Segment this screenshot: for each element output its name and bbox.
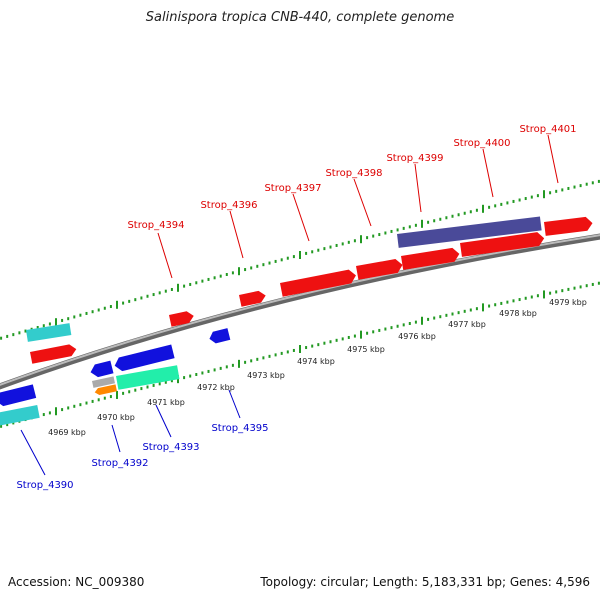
outer-tick-track — [0, 179, 600, 340]
feature-strop-4395[interactable] — [208, 328, 231, 344]
accession-text: Accession: NC_009380 — [8, 575, 145, 589]
feature-strop-4399[interactable] — [401, 247, 460, 270]
kbp-label: 4979 kbp — [549, 298, 587, 307]
label-strop-4395[interactable]: Strop_4395 — [211, 423, 268, 434]
kbp-label: 4970 kbp — [97, 413, 135, 422]
kbp-label: 4975 kbp — [347, 345, 385, 354]
feature-green[interactable] — [116, 365, 180, 390]
reverse-features — [0, 328, 231, 426]
feature-red[interactable] — [30, 343, 77, 364]
label-strop-4397[interactable]: Strop_4397 — [264, 183, 321, 194]
feature-strop-4397[interactable] — [280, 268, 357, 297]
map-title: Salinispora tropica CNB-440, complete ge… — [145, 10, 455, 25]
feature-cyan-lower[interactable] — [0, 404, 40, 426]
kbp-label: 4978 kbp — [499, 309, 537, 318]
feature-cyan[interactable] — [26, 323, 72, 342]
feature-strop-4394[interactable] — [169, 310, 195, 327]
reverse-labels: Strop_4390 Strop_4392 Strop_4393 Strop_4… — [16, 423, 268, 491]
label-strop-4390[interactable]: Strop_4390 — [16, 480, 73, 491]
feature-strop-4392[interactable] — [94, 384, 117, 396]
kbp-label: 4973 kbp — [247, 371, 285, 380]
feature-blue[interactable] — [0, 384, 37, 407]
kbp-label: 4974 kbp — [297, 357, 335, 366]
label-strop-4393[interactable]: Strop_4393 — [142, 442, 199, 453]
genome-backbone — [0, 233, 600, 390]
label-strop-4394[interactable]: Strop_4394 — [127, 220, 184, 231]
feature-purple[interactable] — [397, 216, 542, 248]
label-strop-4396[interactable]: Strop_4396 — [200, 200, 257, 211]
inner-tick-track — [0, 281, 600, 428]
kbp-label: 4972 kbp — [197, 383, 235, 392]
backbone-highlight — [0, 234, 600, 386]
feature-strop-4400[interactable] — [460, 231, 545, 257]
forward-features — [26, 216, 593, 364]
feature-blue-small[interactable] — [89, 360, 114, 379]
genome-summary: Topology: circular; Length: 5,183,331 bp… — [260, 575, 590, 589]
scale-labels: 4969 kbp 4970 kbp 4971 kbp 4972 kbp 4973… — [48, 298, 587, 437]
feature-strop-4398[interactable] — [356, 258, 404, 280]
reverse-leaders — [20, 389, 241, 476]
label-strop-4399[interactable]: Strop_4399 — [386, 153, 443, 164]
label-strop-4400[interactable]: Strop_4400 — [453, 138, 510, 149]
label-strop-4398[interactable]: Strop_4398 — [325, 168, 382, 179]
label-strop-4401[interactable]: Strop_4401 — [519, 124, 576, 135]
forward-leaders — [157, 134, 559, 279]
feature-gray[interactable] — [92, 376, 115, 388]
kbp-label: 4969 kbp — [48, 428, 86, 437]
feature-strop-4393-blue[interactable] — [113, 344, 175, 372]
forward-labels: Strop_4394 Strop_4396 Strop_4397 Strop_4… — [127, 124, 576, 231]
kbp-label: 4976 kbp — [398, 332, 436, 341]
feature-strop-4401[interactable] — [544, 216, 593, 236]
kbp-label: 4971 kbp — [147, 398, 185, 407]
feature-strop-4396[interactable] — [239, 290, 267, 307]
label-strop-4392[interactable]: Strop_4392 — [91, 458, 148, 469]
kbp-label: 4977 kbp — [448, 320, 486, 329]
